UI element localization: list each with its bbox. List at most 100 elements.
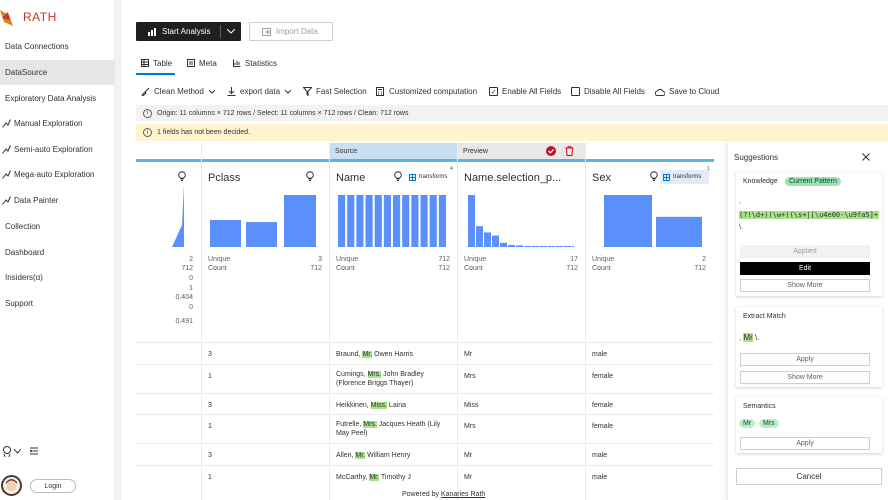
histogram-bar [246, 222, 277, 247]
sex-value: female [592, 402, 614, 409]
column-title-sex[interactable]: Sex [592, 172, 611, 184]
avatar[interactable] [1, 475, 22, 496]
sidebar-item-semi-auto-exploration[interactable]: Semi-auto Exploration [0, 137, 114, 162]
check-circle-icon[interactable] [546, 146, 556, 156]
title-value: Mr [464, 474, 473, 481]
disable-all-fields-label: Disable All Fields [584, 87, 645, 96]
edit-button[interactable]: Edit [740, 262, 870, 275]
tab-statistics-label: Statistics [245, 58, 278, 68]
sidebar-item-insiders[interactable]: Insiders(α) [0, 265, 114, 290]
start-analysis-button[interactable]: Start Analysis [136, 22, 241, 41]
lightbulb-icon[interactable] [650, 171, 658, 181]
tab-table-label: Table [153, 58, 173, 68]
apply-button[interactable]: Apply [740, 353, 870, 366]
collapse-icon[interactable] [30, 447, 38, 455]
name-highlight: Mr. [362, 351, 373, 358]
table-row[interactable]: 3 Braund, Mr. Owen Harris Mr male [136, 342, 714, 364]
import-icon [262, 27, 271, 36]
suggestions-title: Suggestions [734, 153, 779, 162]
histogram-bar [420, 195, 428, 247]
table-row[interactable]: 3 Heikkinen, Miss. Laina Miss female [136, 393, 714, 414]
sidebar-item-dashboard[interactable]: Dashboard [0, 240, 114, 265]
transforms-button-sex[interactable]: transforms [660, 170, 709, 184]
sex-value: female [592, 423, 614, 430]
table-row[interactable]: 3 Allen, Mr. William Henry Mr male [136, 443, 714, 465]
sidebar-item-mega-auto-exploration[interactable]: Mega-auto Exploration [0, 162, 114, 187]
name-suffix: Owen Harris [372, 351, 414, 358]
login-button[interactable]: Login [30, 479, 76, 493]
column-title-pclass[interactable]: Pclass [208, 172, 241, 184]
clean-method-dropdown[interactable]: Clean Method [141, 86, 215, 97]
applied-button[interactable]: Applied [740, 245, 870, 258]
chevron-down-icon [208, 89, 215, 94]
chart-line-icon [2, 119, 11, 128]
extract-sample-suffix: \. [755, 333, 760, 342]
warning-message: 1 fields has not been decided. [157, 129, 251, 136]
histogram-name [338, 195, 446, 247]
cancel-button[interactable]: Cancel [736, 468, 882, 485]
enable-all-fields-checkbox[interactable]: ✓ Enable All Fields [489, 86, 561, 97]
delete-icon[interactable] [565, 146, 574, 156]
import-data-button[interactable]: Import Data [249, 22, 333, 41]
stat-value: 1 [189, 285, 193, 292]
stat-value: 0.491 [175, 318, 193, 325]
sidebar-item-collection[interactable]: Collection [0, 214, 114, 239]
active-tab-indicator [136, 73, 175, 75]
column-title-name[interactable]: Name [336, 172, 366, 184]
chevron-down-icon [285, 89, 292, 94]
apply-button[interactable]: Apply [740, 437, 870, 450]
histogram-bar [374, 195, 382, 247]
lightbulb-icon[interactable] [178, 171, 186, 181]
export-data-dropdown[interactable]: export data [227, 86, 292, 97]
sidebar-item-exploratory-data-analysis[interactable]: Exploratory Data Analysis [0, 86, 114, 111]
show-more-button[interactable]: Show More [740, 371, 870, 384]
rath-logo-icon [0, 10, 13, 26]
suggestions-panel: Suggestions Knowledge Current Pattern , … [727, 143, 888, 500]
table-row[interactable]: 1 Cumings, Mrs. John Bradley (Florence Br… [136, 364, 714, 393]
semantic-tag: Mr [739, 419, 756, 428]
extract-sample-highlight: Mr [743, 333, 753, 342]
lightbulb-icon[interactable] [306, 171, 314, 181]
transforms-button-name[interactable]: transforms [406, 170, 452, 184]
sidebar-item-support[interactable]: Support [0, 291, 114, 316]
tab-table[interactable]: Table [141, 56, 172, 70]
sidebar-item-data-painter[interactable]: Data Painter [0, 188, 114, 213]
pclass-value: 1 [208, 373, 212, 380]
column-type-bar [136, 159, 201, 162]
chevron-down-icon[interactable] [14, 449, 21, 454]
rocket-icon [2, 170, 11, 179]
stat-count-label: Count [208, 265, 227, 272]
extract-match-tag: Extract Match [743, 313, 786, 320]
sidebar-item-data-connections[interactable]: Data Connections [0, 34, 114, 59]
tab-statistics[interactable]: Statistics [233, 56, 277, 70]
kanaries-link[interactable]: Kanaries Rath [440, 491, 486, 498]
tab-meta[interactable]: Meta [187, 56, 217, 70]
import-data-label: Import Data [276, 27, 318, 36]
histogram-bar [210, 219, 241, 247]
close-icon[interactable] [862, 153, 870, 161]
lightbulb-icon[interactable] [394, 171, 402, 181]
histogram-bar [492, 235, 499, 247]
table-row[interactable]: 1 McCarthy, Mr. Timothy J Mr male [136, 465, 714, 487]
calculator-icon [376, 87, 384, 96]
pclass-value: 3 [208, 402, 212, 409]
disable-all-fields-checkbox[interactable]: Disable All Fields [571, 86, 645, 97]
save-to-cloud-button[interactable]: Save to Cloud [655, 86, 719, 97]
table-row[interactable]: 1 Futrelle, Mrs. Jacques Heath (Lily May … [136, 414, 714, 443]
fast-selection-button[interactable]: Fast Selection [303, 86, 367, 97]
show-more-button[interactable]: Show More [740, 279, 870, 292]
title-value: Mr [464, 351, 473, 358]
pattern-suffix: \. [739, 224, 743, 231]
preview-label: Preview [463, 148, 488, 155]
current-pattern-tag: Current Pattern [785, 177, 841, 186]
column-type-bar [329, 159, 457, 162]
github-icon[interactable] [2, 446, 12, 457]
sex-value: male [592, 452, 608, 459]
customized-computation-button[interactable]: Customized computation [376, 86, 477, 97]
broom-icon [141, 87, 150, 96]
histogram-bar [484, 232, 491, 247]
sidebar-item-datasource[interactable]: DataSource [0, 60, 114, 85]
column-title-name-selection[interactable]: Name.selection_p... [464, 172, 562, 184]
chevron-down-icon[interactable] [227, 29, 235, 34]
sidebar-item-manual-exploration[interactable]: Manual Exploration [0, 111, 114, 136]
